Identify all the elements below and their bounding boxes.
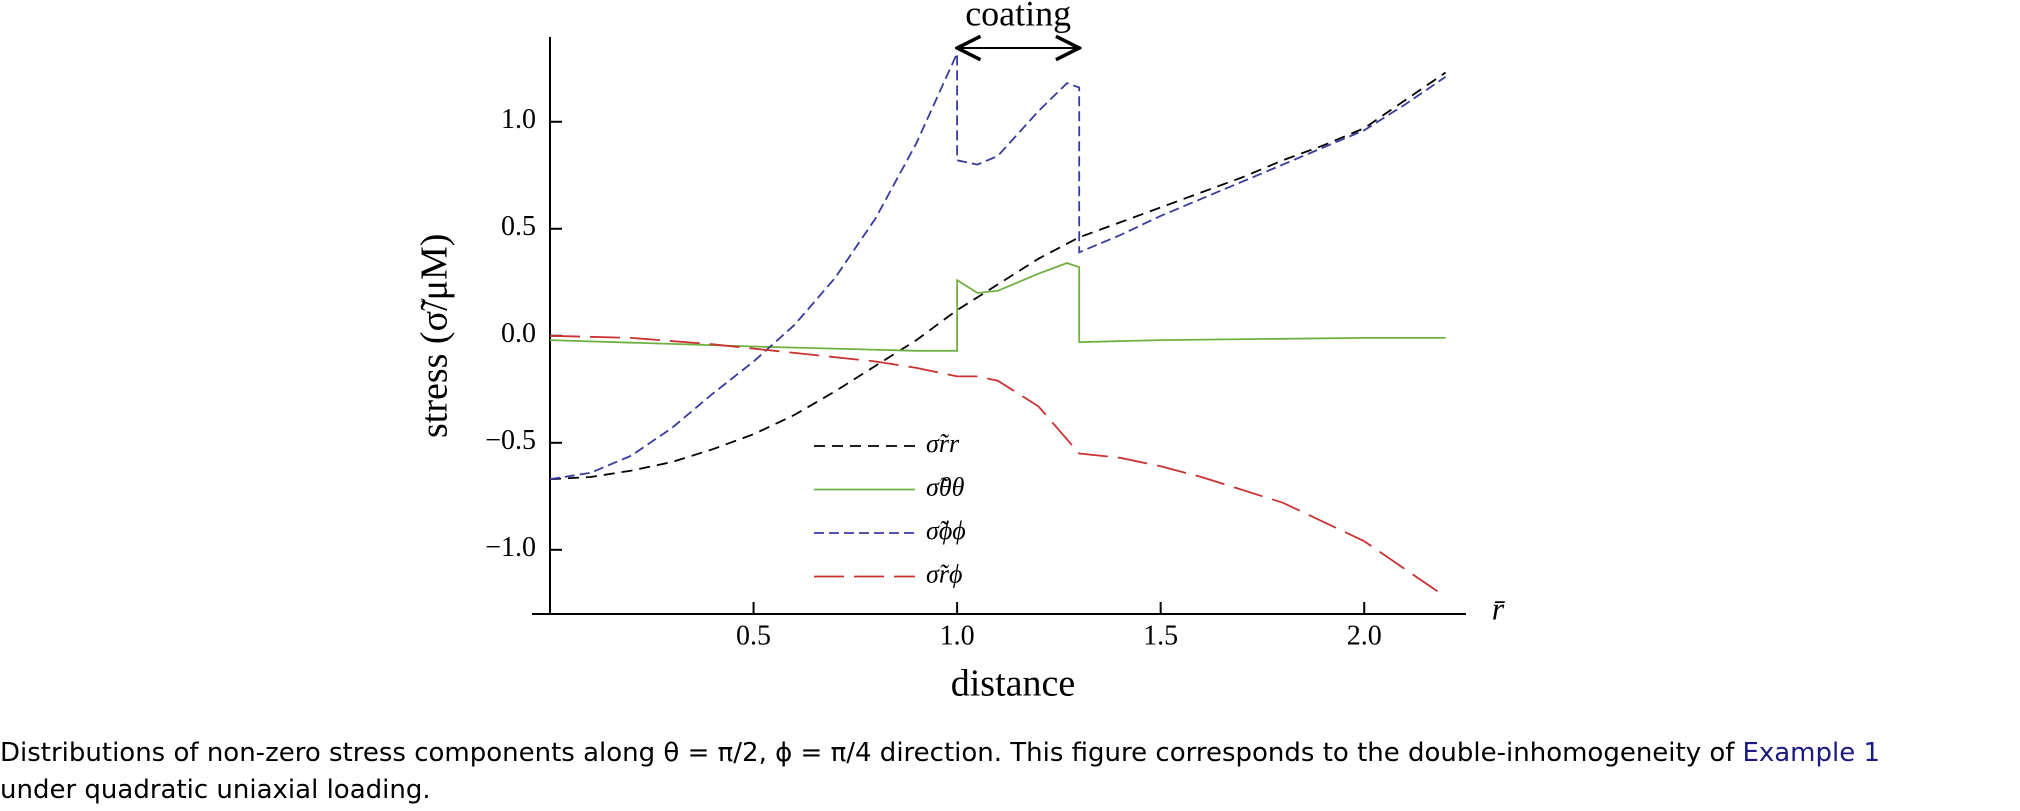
legend-label: σ̃rr bbox=[926, 429, 960, 458]
series-line bbox=[549, 52, 1447, 481]
legend-label: σ̃θθ bbox=[926, 472, 965, 501]
caption-text: Distributions of non-zero stress compone… bbox=[0, 738, 1735, 768]
annotation-text: coating bbox=[965, 0, 1071, 33]
series-line bbox=[549, 262, 1446, 352]
x-tick-label: 2.0 bbox=[1347, 620, 1382, 651]
legend-label: σ̃ϕϕ bbox=[926, 516, 966, 545]
y-tick-label: 1.0 bbox=[501, 104, 536, 135]
x-tick-label: 0.5 bbox=[736, 620, 771, 651]
series-line bbox=[549, 71, 1447, 481]
y-tick-label: −0.5 bbox=[485, 425, 536, 456]
y-tick-label: −1.0 bbox=[485, 532, 536, 563]
y-tick-label: 0.5 bbox=[501, 211, 536, 242]
x-tick-label: 1.0 bbox=[940, 620, 975, 651]
x-tick-label: 1.5 bbox=[1143, 620, 1178, 651]
chart: −1.0 −0.5 0.0 0.5 1.0 0.5 1.0 1.5 2.0 distance r̄ s… bbox=[414, 0, 1505, 705]
caption-line: Distributions of non-zero stress compone… bbox=[0, 738, 2020, 768]
legend-label: σ̃rϕ bbox=[926, 559, 962, 588]
series-line bbox=[549, 334, 1447, 598]
y-axis-label: stress (σ̃/μM) bbox=[414, 234, 456, 438]
x-axis-label: distance bbox=[951, 663, 1076, 705]
y-tick-label: 0.0 bbox=[501, 318, 536, 349]
caption-link[interactable]: Example 1 bbox=[1742, 738, 1881, 768]
x-axis-end-label: r̄ bbox=[1492, 590, 1505, 626]
caption-text: under quadratic uniaxial loading. bbox=[0, 775, 431, 805]
